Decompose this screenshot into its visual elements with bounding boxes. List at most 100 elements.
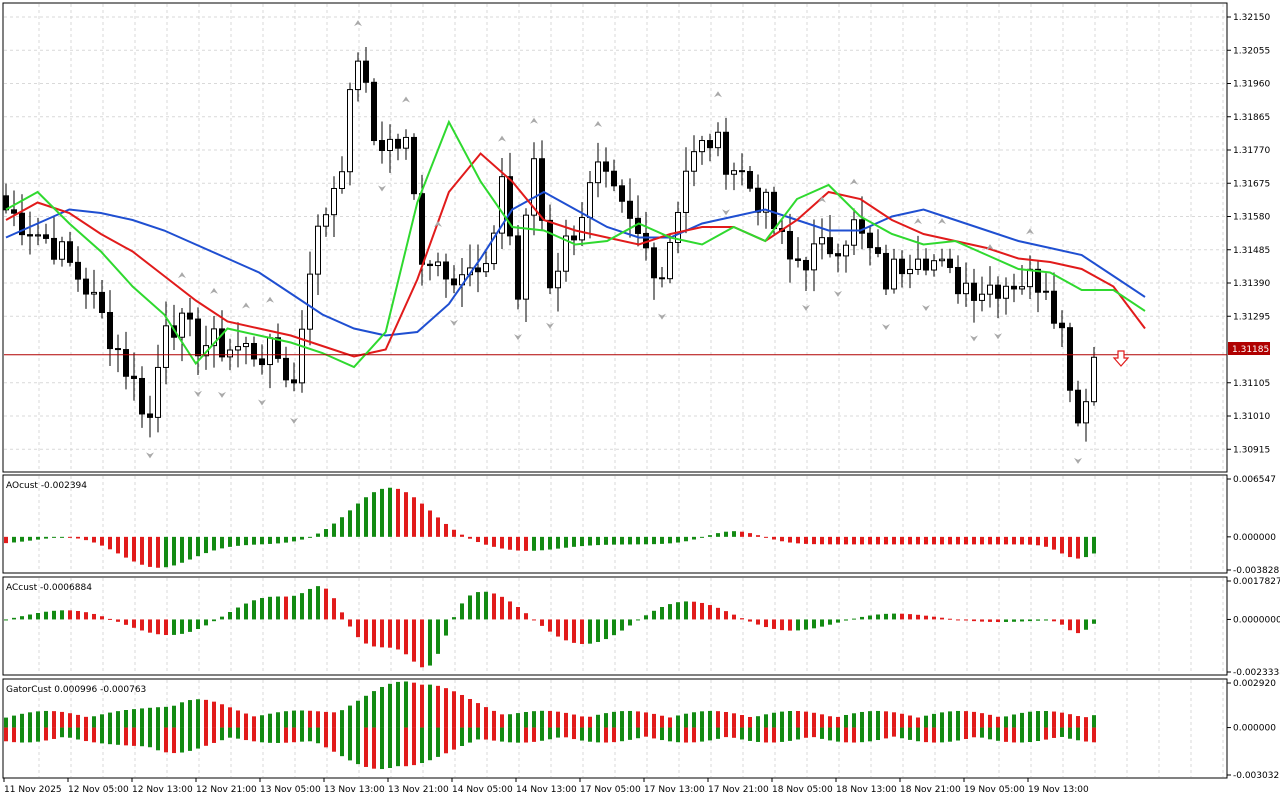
bull-candle <box>491 232 497 265</box>
gator-lower-bar <box>684 727 688 743</box>
histogram-bar <box>420 503 424 537</box>
gator-lower-bar <box>900 727 904 739</box>
histogram-bar <box>820 619 824 627</box>
histogram-bar <box>780 619 784 631</box>
histogram-bar <box>548 536 552 550</box>
fractal-down-icon <box>378 185 386 192</box>
bull-candle <box>667 241 673 280</box>
price-axis-label: 1.31390 <box>1233 279 1270 289</box>
histogram-bar <box>260 598 264 620</box>
gator-upper-bar <box>36 711 40 728</box>
histogram-bar <box>748 619 752 622</box>
time-axis-label: 14 Nov 13:00 <box>516 785 577 795</box>
histogram-bar <box>412 619 416 662</box>
gator-lower-bar <box>980 727 984 738</box>
bear-candle <box>3 195 9 211</box>
gator-lower-bar <box>604 727 608 743</box>
gator-lower-bar <box>364 727 368 767</box>
histogram-bar <box>556 619 560 637</box>
histogram-bar <box>836 619 840 623</box>
histogram-bar <box>772 619 776 629</box>
gator-lower-bar <box>948 727 952 742</box>
bull-candle <box>243 342 249 348</box>
histogram-bar <box>676 536 680 543</box>
gator-upper-bar <box>148 707 152 728</box>
bear-candle <box>507 176 513 237</box>
bull-candle <box>347 89 353 173</box>
histogram-bar <box>228 536 232 547</box>
bear-candle <box>547 219 553 289</box>
histogram-bar <box>140 619 144 631</box>
bull-candle <box>979 293 985 301</box>
histogram-bar <box>564 619 568 641</box>
gator-upper-bar <box>636 711 640 728</box>
time-axis-label: 19 Nov 13:00 <box>1028 785 1089 795</box>
price-axis-label: 1.32150 <box>1233 13 1270 23</box>
histogram-bar <box>996 619 1000 623</box>
histogram-bar <box>1052 619 1056 622</box>
histogram-bar <box>860 536 864 545</box>
gator-upper-bar <box>140 708 144 728</box>
histogram-bar <box>892 613 896 620</box>
gator-upper-bar <box>204 699 208 728</box>
histogram-bar <box>748 533 752 537</box>
histogram-bar <box>260 536 264 545</box>
indicator-axis-label: 0.006547 <box>1233 475 1276 485</box>
bear-candle <box>219 328 225 358</box>
gator-lower-bar <box>732 727 736 738</box>
gator-upper-bar <box>820 714 824 728</box>
gator-lower-bar <box>868 727 872 742</box>
fractal-down-icon <box>194 390 202 397</box>
bull-candle <box>691 151 697 172</box>
histogram-bar <box>988 619 992 622</box>
gator-upper-bar <box>1044 710 1048 728</box>
gator-lower-bar <box>212 727 216 743</box>
bear-candle <box>795 258 801 261</box>
gator-lower-bar <box>284 727 288 743</box>
gator-lower-bar <box>788 727 792 741</box>
bull-candle <box>315 225 321 275</box>
bear-candle <box>195 318 201 357</box>
histogram-bar <box>148 536 152 567</box>
histogram-bar <box>836 536 840 545</box>
histogram-bar <box>908 614 912 620</box>
time-axis-label: 13 Nov 13:00 <box>324 785 385 795</box>
bull-candle <box>731 170 737 175</box>
fractal-down-icon <box>514 334 522 341</box>
histogram-bar <box>692 536 696 540</box>
gator-lower-bar <box>140 727 144 747</box>
gator-upper-bar <box>980 713 984 728</box>
fractal-up-icon <box>402 96 410 103</box>
histogram-bar <box>172 619 176 635</box>
time-axis-label: 13 Nov 05:00 <box>260 785 321 795</box>
bear-candle <box>443 261 449 280</box>
histogram-bar <box>1004 619 1008 622</box>
gator-upper-bar <box>860 711 864 728</box>
histogram-bar <box>308 588 312 620</box>
bear-candle <box>955 266 961 295</box>
histogram-bar <box>148 619 152 633</box>
histogram-bar <box>44 611 48 620</box>
gator-lower-bar <box>516 727 520 743</box>
histogram-bar <box>756 619 760 625</box>
gator-upper-bar <box>548 710 552 728</box>
histogram-bar <box>852 618 856 620</box>
gator-lower-bar <box>356 727 360 765</box>
bear-candle <box>283 357 289 381</box>
fractal-up-icon <box>818 196 826 203</box>
gator-upper-bar <box>892 712 896 728</box>
histogram-bar <box>772 536 776 540</box>
histogram-bar <box>980 536 984 545</box>
histogram-bar <box>692 601 696 620</box>
fractal-down-icon <box>882 323 890 330</box>
gator-upper-bar <box>52 711 56 728</box>
gator-upper-bar <box>652 713 656 728</box>
gator-lower-bar <box>300 727 304 742</box>
indicator-axis-label: -0.003828 <box>1233 566 1279 576</box>
gator-lower-bar <box>812 727 816 738</box>
gator-lower-bar <box>828 727 832 741</box>
bear-candle <box>1035 268 1041 293</box>
fractal-down-icon <box>146 452 154 459</box>
bull-candle <box>163 325 169 368</box>
